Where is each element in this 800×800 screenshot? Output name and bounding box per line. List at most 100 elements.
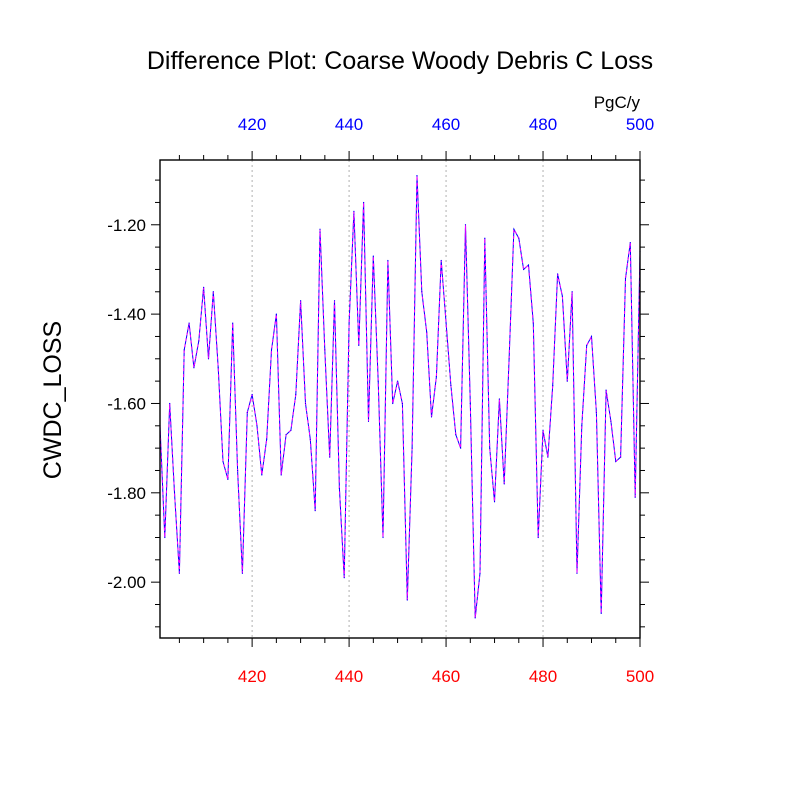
y-tick-label: -1.40 (107, 305, 146, 324)
data-point (445, 322, 447, 324)
y-tick-label: -2.00 (107, 573, 146, 592)
data-point (508, 358, 510, 360)
data-point (232, 322, 234, 324)
data-point (435, 376, 437, 378)
data-point (324, 349, 326, 351)
series-line-dashed (159, 175, 641, 618)
data-point (256, 425, 258, 427)
data-point (489, 447, 491, 449)
x-tick-label-bottom: 460 (432, 667, 460, 686)
data-point (566, 380, 568, 382)
data-point (212, 291, 214, 293)
data-point (484, 237, 486, 239)
x-tick-label-bottom: 420 (238, 667, 266, 686)
data-point (503, 483, 505, 485)
data-point (595, 411, 597, 414)
data-point (164, 536, 166, 539)
plot-frame (159, 159, 641, 639)
data-point (300, 300, 302, 302)
data-point (537, 536, 539, 539)
data-point (561, 295, 564, 297)
x-tick-label-top: 500 (626, 115, 654, 134)
data-point (169, 402, 171, 405)
tick-labels: -1.20 -1.40 -1.60 -1.80 -2.00 420 420 440 440 460… (107, 115, 654, 686)
data-point (353, 210, 355, 212)
data-point (600, 612, 602, 615)
chart-title: Difference Plot: Coarse Woody Debris C L… (147, 47, 653, 75)
data-point (590, 335, 593, 338)
data-point (329, 456, 331, 458)
data-point (620, 456, 622, 458)
data-point (392, 402, 394, 405)
data-point (576, 572, 578, 574)
data-point (270, 349, 273, 351)
data-point (513, 228, 515, 230)
data-point (401, 402, 404, 405)
data-point (610, 420, 612, 422)
data-point (387, 259, 389, 262)
data-point (290, 429, 292, 431)
data-point (615, 460, 617, 463)
data-point (217, 367, 219, 369)
data-point (416, 175, 418, 177)
data-point (518, 237, 520, 239)
data-point (203, 286, 205, 288)
data-point (319, 228, 321, 230)
data-point (624, 277, 627, 279)
series-line (159, 175, 641, 618)
data-point (498, 398, 500, 400)
data-point (261, 474, 263, 476)
data-point (474, 617, 476, 619)
y-tick-label: -1.80 (107, 484, 146, 503)
data-point (523, 268, 525, 271)
data-point (426, 331, 428, 333)
data-point (285, 434, 287, 436)
units-label: PgC/y (594, 93, 641, 112)
data-point (571, 291, 573, 293)
data-point (629, 242, 631, 244)
data-point (295, 393, 297, 396)
data-point (367, 420, 370, 422)
data-point (241, 572, 244, 574)
data-point (556, 273, 559, 275)
data-point (348, 322, 350, 324)
data-point (430, 416, 433, 418)
data-point (246, 411, 248, 414)
data-point (275, 313, 277, 315)
data-point (532, 322, 534, 324)
x-tick-label-top: 440 (335, 115, 363, 134)
data-point (236, 469, 239, 472)
series-layer (159, 175, 641, 619)
data-point (183, 349, 185, 351)
data-point (304, 402, 307, 405)
data-point (586, 344, 588, 346)
x-tick-label-top: 460 (432, 115, 460, 134)
data-point (634, 496, 636, 498)
data-point (421, 291, 423, 293)
data-point (178, 572, 180, 574)
x-tick-label-top: 420 (238, 115, 266, 134)
data-point (411, 447, 413, 449)
y-tick-label: -1.20 (107, 216, 146, 235)
data-point (266, 438, 268, 440)
data-point (527, 264, 530, 266)
data-point (479, 572, 481, 574)
y-tick-label: -1.60 (107, 394, 146, 413)
data-point (396, 380, 399, 382)
data-point (450, 384, 452, 387)
y-axis-label: CWDC_LOSS (39, 321, 67, 479)
x-tick-label-bottom: 480 (529, 667, 557, 686)
data-point (333, 300, 336, 302)
data-point (377, 380, 379, 382)
data-point (382, 536, 384, 539)
data-point (343, 577, 345, 579)
data-point (581, 425, 583, 427)
data-point (440, 259, 442, 262)
data-point (406, 599, 408, 601)
data-point (363, 201, 365, 204)
data-point (372, 255, 374, 257)
data-point (552, 384, 554, 387)
data-point (188, 322, 190, 324)
data-point (493, 501, 496, 503)
data-point (542, 429, 544, 431)
